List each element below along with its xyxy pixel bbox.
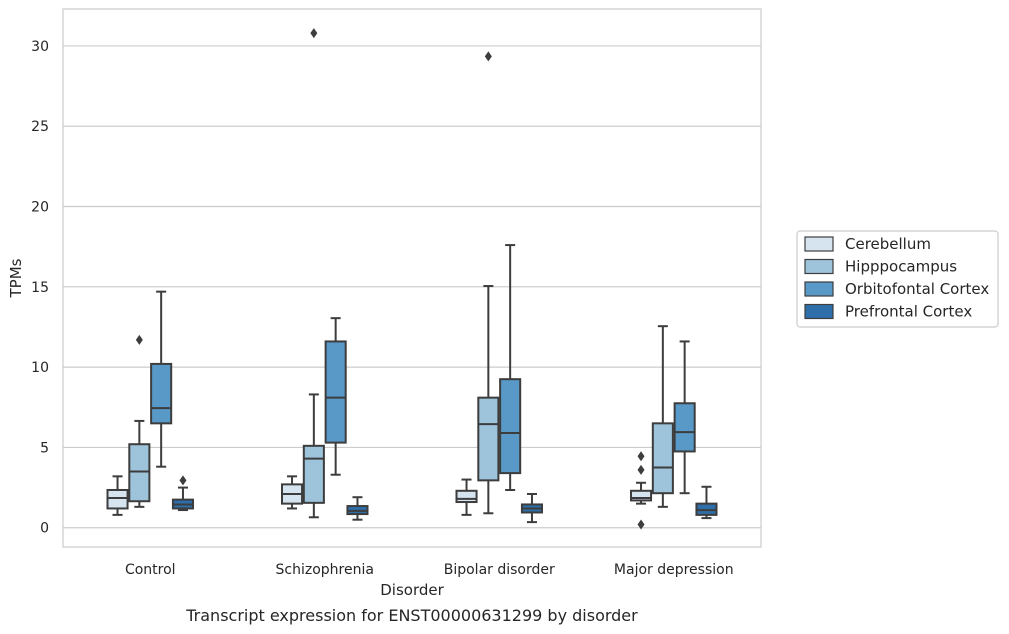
box-body [302, 444, 325, 504]
plot-frame [62, 8, 762, 548]
box-2-1 [477, 51, 500, 515]
box-body [150, 362, 173, 425]
outlier-point [310, 28, 318, 39]
legend: Cerebellum Hipppocampus Orbitofontal Corte… [796, 230, 999, 328]
legend-label: Cerebellum [845, 235, 931, 253]
box-body [651, 422, 674, 495]
legend-swatch [804, 303, 834, 320]
legend-label: Hipppocampus [845, 258, 957, 276]
box-3-1 [651, 325, 674, 508]
x-tick-label: Schizophrenia [276, 562, 374, 578]
box-2-2 [499, 244, 522, 491]
box-body [455, 489, 478, 504]
outlier-point [179, 475, 187, 486]
box-body [673, 402, 696, 453]
x-axis-label: Disorder [380, 581, 444, 599]
y-tick-label: 20 [31, 200, 49, 216]
outlier-point [637, 519, 645, 530]
box-1-3 [346, 496, 369, 521]
chart-caption: Transcript expression for ENST0000063129… [186, 606, 638, 625]
legend-label: Prefrontal Cortex [845, 303, 972, 321]
box-body [477, 396, 500, 482]
outlier-point [484, 51, 492, 62]
y-tick-label: 5 [40, 440, 49, 456]
legend-swatch [804, 236, 834, 252]
y-tick-label: 25 [31, 119, 49, 135]
box-2-3 [520, 493, 544, 524]
outlier-point [637, 464, 645, 475]
y-tick-label: 30 [31, 39, 49, 55]
box-body [106, 488, 129, 510]
x-tick-label: Control [125, 562, 176, 578]
outlier-point [135, 334, 143, 345]
legend-swatch [804, 258, 834, 275]
box-0-1 [128, 334, 151, 508]
legend-frame [796, 230, 999, 328]
x-axis-ticks: Control Schizophrenia Bipolar disorder Majo… [125, 562, 734, 578]
y-tick-label: 0 [40, 521, 49, 537]
box-1-2 [324, 317, 347, 476]
box-body [629, 489, 653, 502]
box-0-3 [171, 475, 195, 512]
box-body [499, 378, 522, 475]
box-1-1 [302, 28, 325, 519]
y-axis-ticks: 0 5 10 15 20 25 30 [31, 39, 49, 537]
box-3-2 [673, 340, 696, 495]
y-tick-label: 10 [31, 360, 49, 376]
box-body [128, 443, 151, 503]
box-series [106, 28, 718, 530]
outlier-point [637, 451, 645, 462]
box-2-0 [455, 478, 478, 516]
box-3-0 [629, 451, 653, 530]
x-tick-label: Major depression [614, 562, 734, 578]
legend-label: Orbitofontal Cortex [845, 280, 989, 298]
legend-swatch [804, 281, 834, 297]
box-1-0 [280, 475, 304, 510]
box-0-0 [106, 475, 129, 516]
y-axis-label: TPMs [7, 258, 25, 298]
y-tick-label: 15 [31, 280, 49, 296]
box-0-2 [150, 290, 173, 468]
box-body [324, 340, 347, 444]
grid-lines [63, 45, 761, 529]
box-3-3 [695, 485, 718, 520]
x-tick-label: Bipolar disorder [444, 562, 555, 578]
